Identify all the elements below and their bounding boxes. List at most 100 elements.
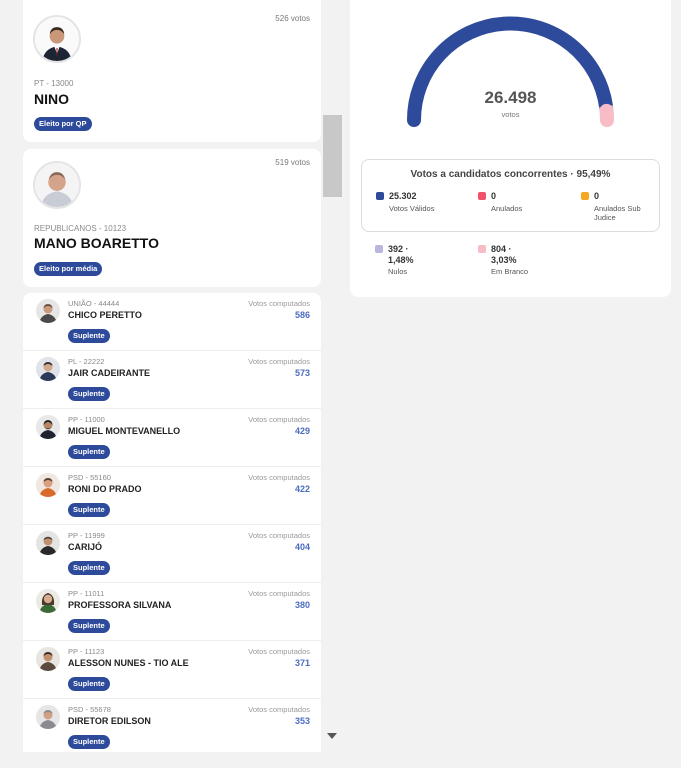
status-badge: Suplente <box>68 329 110 343</box>
candidate-name: ALESSON NUNES - TIO ALE <box>68 658 189 668</box>
candidate-party: PSD - 55160 <box>68 473 111 482</box>
status-badge: Eleito por QP <box>34 117 92 131</box>
votes-count: 371 <box>294 658 310 668</box>
candidate-list[interactable]: UNIÃO - 44444 CHICO PERETTO Suplente Vot… <box>23 293 321 752</box>
candidate-name: MANO BOARETTO <box>34 235 159 251</box>
candidate-row[interactable]: PP - 11123 ALESSON NUNES - TIO ALE Suple… <box>23 641 321 699</box>
votes-count: 422 <box>294 484 310 494</box>
candidate-party: PP - 11999 <box>68 531 105 540</box>
stat-label: Nulos <box>388 267 408 276</box>
votes-label: Votos computados <box>248 415 310 424</box>
candidate-row[interactable]: PL - 22222 JAIR CADEIRANTE Suplente Voto… <box>23 351 321 409</box>
votes-label: Votos computados <box>248 299 310 308</box>
votes-label: Votos computados <box>248 589 310 598</box>
candidate-name: MIGUEL MONTEVANELLO <box>68 426 181 436</box>
candidate-row[interactable]: PP - 11011 PROFESSORA SILVANA Suplente V… <box>23 583 321 641</box>
candidate-avatar <box>36 705 60 729</box>
candidate-party: UNIÃO - 44444 <box>68 299 120 308</box>
status-badge: Suplente <box>68 677 110 691</box>
candidate-avatar <box>33 15 81 63</box>
votes-count: 586 <box>294 310 310 320</box>
person-photo-icon <box>36 357 60 381</box>
candidate-avatar <box>36 415 60 439</box>
total-votes-label: votos <box>501 110 520 119</box>
candidate-name: PROFESSORA SILVANA <box>68 600 172 610</box>
candidate-votes: 519 votos <box>275 158 310 167</box>
votes-count: 429 <box>294 426 310 436</box>
stat-label: Anulados <box>491 204 523 213</box>
candidate-party: PP - 11000 <box>68 415 105 424</box>
person-photo-icon <box>36 531 60 555</box>
votes-label: Votos computados <box>248 647 310 656</box>
candidate-column: 526 votos PT - 13000 NINO Eleito por QP … <box>23 0 321 752</box>
status-badge: Suplente <box>68 445 110 459</box>
candidate-row[interactable]: PP - 11999 CARIJÓ Suplente Votos computa… <box>23 525 321 583</box>
votes-label: Votos computados <box>248 705 310 714</box>
scrollbar-thumb[interactable] <box>323 115 342 197</box>
candidate-avatar <box>36 589 60 613</box>
stat-percent: 1,48% <box>388 255 414 265</box>
stat-label: Votos Válidos <box>389 204 435 213</box>
legend-swatch <box>478 245 486 253</box>
candidate-row[interactable]: PSD - 55678 DIRETOR EDILSON Suplente Vot… <box>23 699 321 752</box>
candidate-name: NINO <box>34 91 69 107</box>
breakdown-title: Votos a candidatos concorrentes · 95,49% <box>410 169 611 180</box>
status-badge: Suplente <box>68 619 110 633</box>
summary-card: 26.498 votos Votos a candidatos concorre… <box>350 0 671 297</box>
candidate-party: PT - 13000 <box>34 79 74 88</box>
votes-count: 573 <box>294 368 310 378</box>
votes-count: 404 <box>294 542 310 552</box>
stat-value: 804 · <box>491 244 512 254</box>
stat-label: Em Branco <box>491 267 529 276</box>
stat-value: 0 <box>491 191 497 201</box>
status-badge: Suplente <box>68 735 110 749</box>
votes-gauge <box>407 16 614 127</box>
person-photo-icon <box>36 589 60 613</box>
candidate-name: DIRETOR EDILSON <box>68 716 151 726</box>
votes-label: Votos computados <box>248 357 310 366</box>
stat-label: Judice <box>594 213 616 222</box>
scroll-down-arrow-icon[interactable] <box>327 733 337 739</box>
stat-percent: 3,03% <box>491 255 517 265</box>
candidate-votes: 526 votos <box>275 14 310 23</box>
candidate-row[interactable]: PSD - 55160 RONI DO PRADO Suplente Votos… <box>23 467 321 525</box>
status-badge: Eleito por média <box>34 262 103 276</box>
status-badge: Suplente <box>68 503 110 517</box>
status-badge: Suplente <box>68 387 110 401</box>
person-photo-icon <box>36 647 60 671</box>
candidate-row[interactable]: PP - 11000 MIGUEL MONTEVANELLO Suplente … <box>23 409 321 467</box>
stat-value: 25.302 <box>389 191 417 201</box>
candidate-avatar <box>36 357 60 381</box>
candidate-party: REPUBLICANOS - 10123 <box>34 224 127 233</box>
votes-breakdown: Votos a candidatos concorrentes · 95,49%… <box>361 159 660 232</box>
stat-value: 392 · <box>388 244 409 254</box>
votes-label: Votos computados <box>248 473 310 482</box>
candidate-row[interactable]: UNIÃO - 44444 CHICO PERETTO Suplente Vot… <box>23 293 321 351</box>
stat-value: 0 <box>594 191 600 201</box>
candidate-name: RONI DO PRADO <box>68 484 142 494</box>
person-photo-icon <box>36 705 60 729</box>
legend-swatch <box>478 192 486 200</box>
person-photo-icon <box>35 17 79 61</box>
candidate-party: PP - 11123 <box>68 647 105 656</box>
votes-label: Votos computados <box>248 531 310 540</box>
legend-swatch <box>376 192 384 200</box>
votes-count: 380 <box>294 600 310 610</box>
legend-swatch <box>581 192 589 200</box>
candidate-avatar <box>36 647 60 671</box>
candidate-party: PSD - 55678 <box>68 705 111 714</box>
total-votes: 26.498 <box>484 88 537 107</box>
candidate-card-nino[interactable]: 526 votos PT - 13000 NINO Eleito por QP <box>23 0 321 142</box>
candidate-party: PP - 11011 <box>68 589 105 598</box>
status-badge: Suplente <box>68 561 110 575</box>
gauge-valid-arc <box>407 16 614 127</box>
candidate-party: PL - 22222 <box>68 357 105 366</box>
stat-label: Anulados Sub <box>594 204 641 213</box>
person-photo-icon <box>36 299 60 323</box>
candidate-card-mano-boaretto[interactable]: 519 votos REPUBLICANOS - 10123 MANO BOAR… <box>23 149 321 287</box>
candidate-avatar <box>36 473 60 497</box>
candidate-name: CARIJÓ <box>68 542 103 552</box>
person-photo-icon <box>36 473 60 497</box>
person-photo-icon <box>36 415 60 439</box>
candidate-name: JAIR CADEIRANTE <box>68 368 151 378</box>
